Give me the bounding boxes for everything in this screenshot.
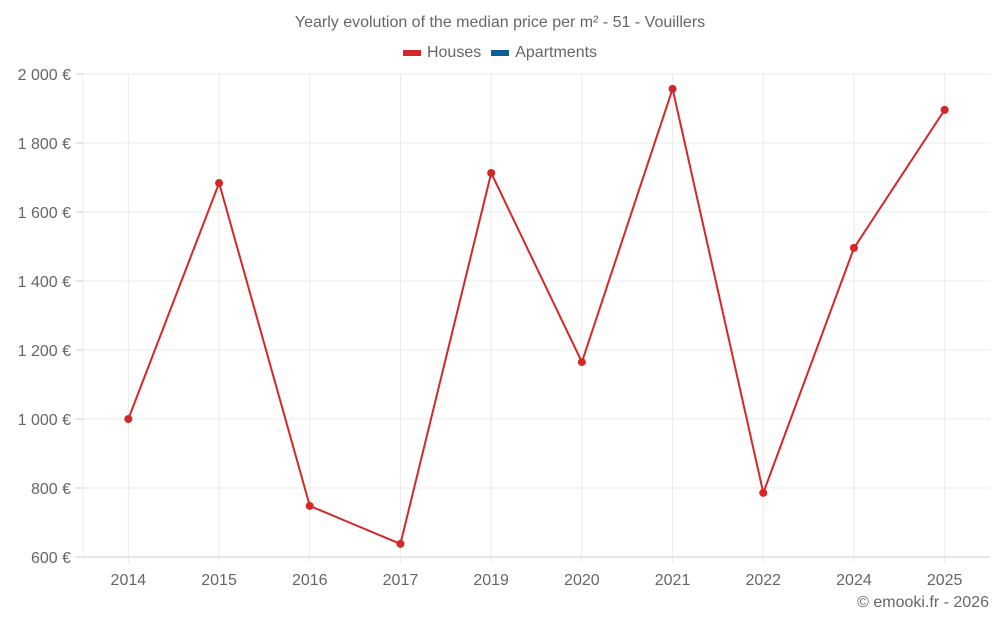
y-tick-label: 1 000 € xyxy=(18,412,71,429)
y-tick-label: 800 € xyxy=(31,481,71,498)
copyright-footer: © emooki.fr - 2026 xyxy=(857,594,989,611)
series-line-houses xyxy=(127,85,946,546)
data-point[interactable] xyxy=(396,539,405,548)
x-tick-label: 2015 xyxy=(201,572,237,589)
x-tick-label: 2022 xyxy=(745,572,781,589)
data-point[interactable] xyxy=(849,243,858,252)
x-tick-label: 2024 xyxy=(836,572,872,589)
chart-title: Yearly evolution of the median price per… xyxy=(294,14,706,31)
y-tick-label: 1 200 € xyxy=(18,343,71,360)
data-point[interactable] xyxy=(668,84,677,93)
x-tick-label: 2016 xyxy=(292,572,328,589)
data-point[interactable] xyxy=(124,415,133,423)
apartments-swatch-icon xyxy=(491,50,510,56)
data-point[interactable] xyxy=(940,105,949,114)
data-point[interactable] xyxy=(215,179,224,188)
legend-label-apartments: Apartments xyxy=(515,44,598,61)
data-point[interactable] xyxy=(577,358,586,367)
legend-item-apartments[interactable]: Apartments xyxy=(491,44,597,62)
y-tick-label: 1 600 € xyxy=(18,205,71,222)
chart-legend: Houses Apartments xyxy=(0,44,1000,62)
data-point[interactable] xyxy=(487,169,496,178)
data-point[interactable] xyxy=(305,501,314,510)
houses-swatch-icon xyxy=(402,50,421,56)
x-tick-label: 2021 xyxy=(655,572,691,589)
legend-label-houses: Houses xyxy=(426,44,482,61)
y-tick-label: 1 400 € xyxy=(18,274,71,291)
y-tick-label: 1 800 € xyxy=(18,136,71,153)
data-point[interactable] xyxy=(759,488,768,497)
x-tick-label: 2014 xyxy=(111,572,147,589)
y-tick-label: 2 000 € xyxy=(18,67,71,84)
x-tick-label: 2025 xyxy=(927,572,963,589)
y-tick-label: 600 € xyxy=(31,550,71,567)
x-tick-label: 2017 xyxy=(383,572,419,589)
x-tick-label: 2019 xyxy=(473,572,509,589)
legend-item-houses[interactable]: Houses xyxy=(402,44,482,62)
x-tick-label: 2020 xyxy=(564,572,600,589)
